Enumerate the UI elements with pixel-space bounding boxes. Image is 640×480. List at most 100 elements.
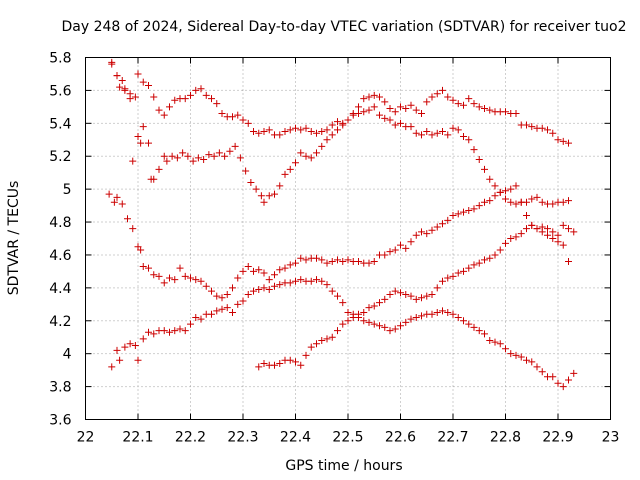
data-point xyxy=(244,119,252,127)
data-point xyxy=(292,277,299,285)
data-point xyxy=(533,363,541,371)
data-point xyxy=(339,299,347,307)
data-point xyxy=(292,358,299,366)
data-point xyxy=(139,262,147,270)
data-point xyxy=(559,198,567,206)
data-point xyxy=(460,317,467,325)
data-point xyxy=(271,282,278,290)
data-point xyxy=(465,320,473,328)
data-point xyxy=(439,128,446,136)
data-point xyxy=(192,276,200,284)
data-point xyxy=(370,91,378,99)
data-point xyxy=(181,95,189,103)
data-point xyxy=(538,198,546,206)
data-point xyxy=(255,286,263,294)
data-point xyxy=(229,113,236,121)
data-point xyxy=(544,225,551,233)
data-point xyxy=(512,233,520,241)
data-point xyxy=(528,221,536,229)
data-point xyxy=(328,131,336,139)
data-point xyxy=(255,129,263,137)
data-point xyxy=(163,157,171,165)
data-point xyxy=(433,223,441,231)
data-point xyxy=(460,132,467,140)
data-point xyxy=(439,86,446,94)
data-point xyxy=(554,238,562,246)
data-point xyxy=(559,221,567,229)
data-point xyxy=(197,85,205,93)
chart-title: Day 248 of 2024, Sidereal Day-to-day VTE… xyxy=(61,19,626,35)
data-point xyxy=(360,309,368,317)
y-tick-label: 4.8 xyxy=(49,215,71,231)
data-point xyxy=(407,315,415,323)
data-point xyxy=(355,258,362,266)
data-point xyxy=(145,81,152,89)
data-point xyxy=(166,103,173,111)
data-point xyxy=(544,126,551,134)
data-point xyxy=(454,100,462,108)
data-point xyxy=(360,95,368,103)
x-tick-label: 22.6 xyxy=(385,430,416,446)
data-point xyxy=(481,105,488,113)
data-point xyxy=(124,215,131,223)
data-point xyxy=(179,149,187,157)
x-tick-label: 22.1 xyxy=(122,430,153,446)
data-point xyxy=(570,369,578,377)
data-point xyxy=(486,175,494,183)
data-point xyxy=(360,317,368,325)
data-point xyxy=(155,106,163,114)
data-point xyxy=(145,328,152,336)
data-point xyxy=(570,228,578,236)
data-point xyxy=(454,269,462,277)
data-point xyxy=(349,109,357,117)
data-point xyxy=(428,226,436,234)
data-point xyxy=(281,264,289,272)
data-point xyxy=(428,290,436,298)
x-tick-label: 23 xyxy=(602,430,620,446)
data-point xyxy=(286,165,294,173)
data-point xyxy=(213,307,221,315)
data-point xyxy=(276,281,284,289)
data-point xyxy=(481,256,488,264)
data-point xyxy=(344,256,352,264)
data-point xyxy=(160,327,168,335)
data-point xyxy=(418,109,425,117)
data-point xyxy=(313,276,320,284)
data-point xyxy=(250,267,257,275)
data-point xyxy=(218,305,226,313)
data-point xyxy=(155,272,163,280)
data-point xyxy=(407,101,415,109)
data-point xyxy=(323,126,331,134)
data-point xyxy=(265,192,273,200)
data-point xyxy=(496,246,504,254)
data-point xyxy=(376,93,383,101)
data-point xyxy=(292,124,299,132)
data-point xyxy=(565,197,572,205)
data-point xyxy=(381,323,389,331)
data-point xyxy=(444,274,452,282)
data-points xyxy=(105,58,578,391)
data-point xyxy=(376,322,383,330)
y-axis-label: SDTVAR / TECUs xyxy=(6,181,22,296)
data-point xyxy=(549,129,557,137)
data-point xyxy=(491,338,499,346)
data-point xyxy=(433,284,441,292)
data-point xyxy=(334,126,341,134)
data-point xyxy=(365,259,373,267)
data-point xyxy=(184,152,192,160)
data-point xyxy=(328,121,336,129)
grid xyxy=(85,57,611,420)
data-point xyxy=(121,343,129,351)
data-point xyxy=(355,310,362,318)
data-point xyxy=(549,200,557,208)
data-point xyxy=(502,345,509,353)
data-point xyxy=(512,109,520,117)
data-point xyxy=(402,318,410,326)
data-point xyxy=(507,350,515,358)
x-tick-label: 22.8 xyxy=(490,430,521,446)
data-point xyxy=(502,187,509,195)
data-point xyxy=(189,157,197,165)
data-point xyxy=(433,309,441,317)
data-point xyxy=(376,299,383,307)
data-point xyxy=(145,139,152,147)
